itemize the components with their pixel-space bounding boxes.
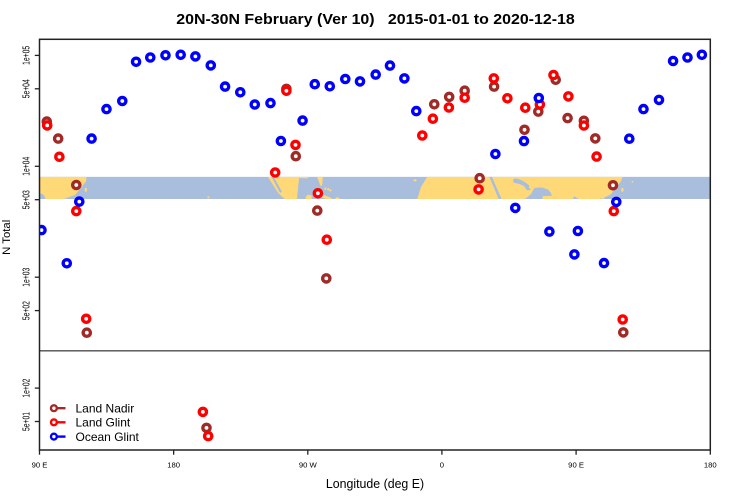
svg-text:N Total: N Total [1,220,13,255]
svg-text:Ocean Glint: Ocean Glint [76,430,140,444]
svg-text:90 W: 90 W [299,461,318,470]
svg-text:5e+02: 5e+02 [21,301,32,320]
svg-text:1e+04: 1e+04 [21,156,32,175]
svg-text:20N-30N February (Ver 10) 20: 20N-30N February (Ver 10) 2015-01-01 to … [176,11,575,28]
svg-text:Land Glint: Land Glint [76,416,131,430]
svg-text:5e+03: 5e+03 [21,190,32,209]
svg-text:1e+05: 1e+05 [21,46,32,65]
svg-text:5e+04: 5e+04 [21,79,32,98]
svg-text:5e+01: 5e+01 [21,412,32,431]
svg-text:180: 180 [704,461,717,470]
svg-text:0: 0 [440,461,444,470]
svg-text:90 E: 90 E [32,461,48,470]
svg-text:90 E: 90 E [568,461,584,470]
svg-text:Land Nadir: Land Nadir [76,401,135,415]
svg-text:1e+02: 1e+02 [21,379,32,398]
svg-text:1e+03: 1e+03 [21,267,32,286]
svg-text:180: 180 [167,461,180,470]
svg-text:Longitude (deg E): Longitude (deg E) [326,476,424,491]
